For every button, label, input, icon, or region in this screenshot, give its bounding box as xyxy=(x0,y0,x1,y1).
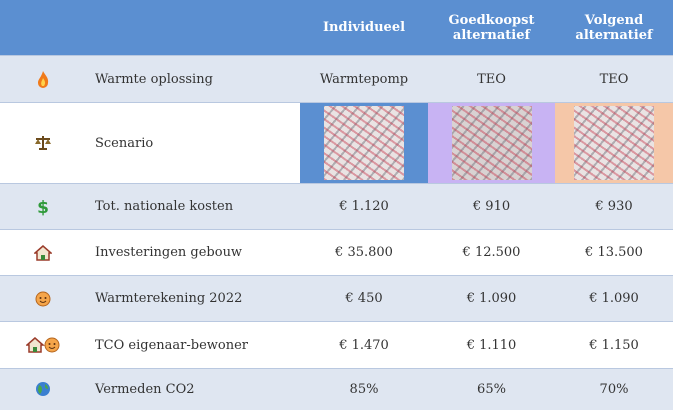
row-label: Scenario xyxy=(85,103,300,184)
row: Scenario xyxy=(0,103,673,184)
cell: € 13.500 xyxy=(555,230,673,276)
cell: TEO xyxy=(428,56,555,103)
row: $ Tot. nationale kosten € 1.120 € 910 € … xyxy=(0,184,673,230)
row-label: Warmterekening 2022 xyxy=(85,276,300,322)
row: Warmte oplossing Warmtepomp TEO TEO xyxy=(0,56,673,103)
cell: € 35.800 xyxy=(300,230,428,276)
row-label: Tot. nationale kosten xyxy=(85,184,300,230)
comparison-table: Individueel Goedkoopst alternatief Volge… xyxy=(0,0,673,410)
cell: Warmtepomp xyxy=(300,56,428,103)
scenario-map xyxy=(300,103,428,184)
cell: € 1.470 xyxy=(300,322,428,369)
cell: € 12.500 xyxy=(428,230,555,276)
person-icon xyxy=(35,291,51,307)
globe-icon xyxy=(35,381,51,397)
row: Vermeden CO2 85% 65% 70% xyxy=(0,369,673,410)
cell: € 1.090 xyxy=(428,276,555,322)
cell: € 450 xyxy=(300,276,428,322)
row-label: TCO eigenaar-bewoner xyxy=(85,322,300,369)
row: Investeringen gebouw € 35.800 € 12.500 €… xyxy=(0,230,673,276)
cell: 65% xyxy=(428,369,555,410)
fire-icon xyxy=(36,70,50,88)
column-header: Volgend alternatief xyxy=(555,0,673,56)
row-label: Investeringen gebouw xyxy=(85,230,300,276)
row-label: Warmte oplossing xyxy=(85,56,300,103)
row: Warmterekening 2022 € 450 € 1.090 € 1.09… xyxy=(0,276,673,322)
row-label: Vermeden CO2 xyxy=(85,369,300,410)
cell: 85% xyxy=(300,369,428,410)
cell: € 930 xyxy=(555,184,673,230)
cell: € 1.120 xyxy=(300,184,428,230)
cell: € 1.090 xyxy=(555,276,673,322)
cell: € 1.150 xyxy=(555,322,673,369)
house-person-icon xyxy=(26,337,60,353)
cell: € 910 xyxy=(428,184,555,230)
row: TCO eigenaar-bewoner € 1.470 € 1.110 € 1… xyxy=(0,322,673,369)
scenario-map xyxy=(555,103,673,184)
column-header: Goedkoopst alternatief xyxy=(428,0,555,56)
scales-icon xyxy=(34,135,52,151)
scenario-map xyxy=(428,103,555,184)
cell: TEO xyxy=(555,56,673,103)
cell: 70% xyxy=(555,369,673,410)
header-row: Individueel Goedkoopst alternatief Volge… xyxy=(0,0,673,56)
house-icon xyxy=(34,245,52,261)
column-header: Individueel xyxy=(300,0,428,56)
dollar-icon: $ xyxy=(37,198,49,216)
svg-text:$: $ xyxy=(37,198,49,216)
page: {"table": { "header": ["Individueel", "G… xyxy=(0,0,673,409)
cell: € 1.110 xyxy=(428,322,555,369)
